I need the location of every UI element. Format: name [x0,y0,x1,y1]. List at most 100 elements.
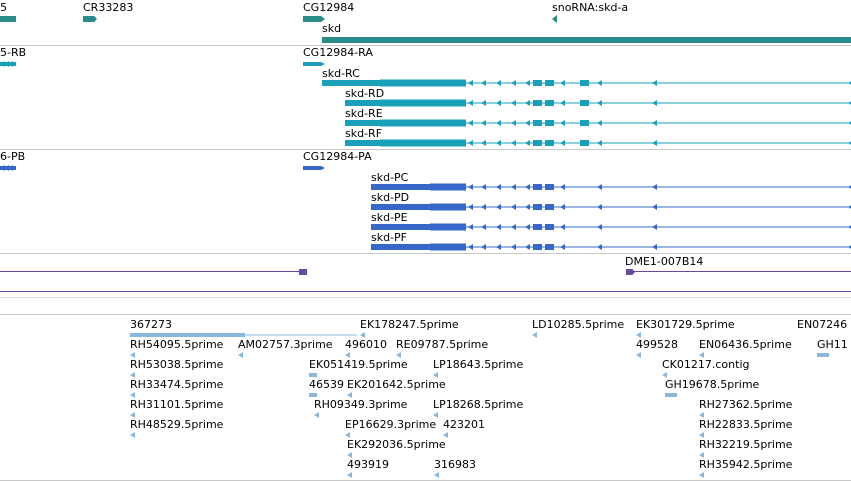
strand-arrow [496,184,501,190]
strand-arrow [481,100,486,106]
strand-arrow [511,140,516,146]
track-separator [0,314,851,315]
gene-track: 5 CR33283 CG12984 snoRNA:skd-a skd [0,0,851,45]
est-label[interactable]: RH22833.5prime [699,418,793,431]
transcript-label[interactable]: skd-RF [345,127,383,140]
est-label[interactable]: CK01217.contig [662,358,750,371]
transcript-label[interactable]: skd-PF [371,231,408,244]
transcript-label[interactable]: skd-RE [345,107,383,120]
est-label[interactable]: RH27362.5prime [699,398,793,411]
exon-block [545,100,554,106]
est-label[interactable]: AM02757.3prime [238,338,333,351]
est-label[interactable]: LP18268.5prime [433,398,524,411]
est-alignment-mark [665,393,677,397]
strand-arrow [560,184,565,190]
strand-arrow [848,225,851,229]
gene-glyph[interactable] [322,37,851,43]
strand-arrow [481,224,486,230]
strand-arrow [525,184,530,190]
transcript-label[interactable]: skd-PE [371,211,408,224]
est-alignment-mark [360,332,365,338]
transcript-label[interactable]: skd-RC [322,67,360,80]
transcript-track: 5-RB CG12984-RA skd-RC skd-RD skd-RE skd… [0,46,851,149]
strand-arrow [560,100,565,106]
strand-arrow [848,121,851,125]
transcript-label[interactable]: 6-PB [0,150,26,163]
est-label[interactable]: EN07246 [797,318,848,331]
gene-label[interactable]: CG12984 [303,1,355,14]
transcript-glyph[interactable] [303,166,325,170]
strand-arrow [597,80,602,86]
est-label[interactable]: LD10285.5prime [532,318,625,331]
transcript-label[interactable]: skd-RD [345,87,385,100]
clone-line[interactable] [0,291,851,292]
exon-block [533,204,542,210]
est-label[interactable]: RH32219.5prime [699,438,793,451]
est-label[interactable]: RH54095.5prime [130,338,224,351]
est-label[interactable]: 46539 [309,378,344,391]
gene-glyph[interactable] [303,16,325,22]
est-label[interactable]: RE09787.5prime [396,338,489,351]
gene-label[interactable]: 5 [0,1,7,14]
transcript-label[interactable]: CG12984-RA [303,46,373,59]
strand-arrow [511,100,516,106]
gene-glyph[interactable] [83,16,97,22]
est-label[interactable]: RH33474.5prime [130,378,224,391]
strand-arrow [525,204,530,210]
est-label[interactable]: 423201 [443,418,485,431]
strand-arrow [511,204,516,210]
strand-arrow [511,224,516,230]
est-label[interactable]: RH48529.5prime [130,418,224,431]
exon-block [345,100,380,106]
est-label[interactable]: EK201642.5prime [347,378,446,391]
est-label[interactable]: RH53038.5prime [130,358,224,371]
clone-start-marker[interactable] [626,269,635,275]
est-label[interactable]: EK051419.5prime [309,358,408,371]
est-label[interactable]: RH09349.3prime [314,398,408,411]
est-label[interactable]: EP16629.3prime [345,418,437,431]
est-label[interactable]: EK301729.5prime [636,318,735,331]
clone-label[interactable]: DME1-007B14 [625,255,704,268]
strand-arrow [511,184,516,190]
clone-line[interactable] [0,271,307,272]
strand-arrow [525,224,530,230]
est-label[interactable]: EK178247.5prime [360,318,459,331]
est-label[interactable]: LP18643.5prime [433,358,524,371]
gene-label[interactable]: snoRNA:skd-a [552,1,629,14]
est-label[interactable]: RH31101.5prime [130,398,224,411]
est-label[interactable]: EK292036.5prime [347,438,446,451]
est-label[interactable]: 493919 [347,458,389,471]
gene-label[interactable]: CR33283 [83,1,134,14]
transcript-glyph[interactable] [303,62,325,66]
clone-end-marker[interactable] [299,269,307,275]
strand-arrow [597,140,602,146]
gene-label[interactable]: skd [322,22,342,35]
strand-arrow [468,80,473,86]
strand-arrow [468,184,473,190]
transcript-exon-structure[interactable] [0,46,851,149]
strand-arrow [597,244,602,250]
exon-block [545,224,554,230]
strand-arrow [525,100,530,106]
transcript-label[interactable]: CG12984-PA [303,150,372,163]
est-label[interactable]: 499528 [636,338,678,351]
est-label[interactable]: 496010 [345,338,387,351]
est-alignment-mark [130,412,135,418]
gene-glyph[interactable] [552,15,557,23]
est-label[interactable]: GH11 [817,338,848,351]
est-alignment-mark [433,412,438,418]
est-alignment-marks[interactable] [0,315,851,481]
transcript-label[interactable]: 5-RB [0,46,27,59]
est-alignment-mark [699,352,704,358]
exon-block [380,119,466,127]
est-label[interactable]: EN06436.5prime [699,338,792,351]
gene-glyph[interactable] [0,16,16,22]
est-label[interactable]: 316983 [434,458,476,471]
clone-line[interactable] [626,271,851,272]
transcript-label[interactable]: skd-PC [371,171,409,184]
est-label[interactable]: 367273 [130,318,172,331]
transcript-label[interactable]: skd-PD [371,191,410,204]
est-label[interactable]: GH19678.5prime [665,378,760,391]
protein-exon-structure[interactable] [0,150,851,253]
est-label[interactable]: RH35942.5prime [699,458,793,471]
